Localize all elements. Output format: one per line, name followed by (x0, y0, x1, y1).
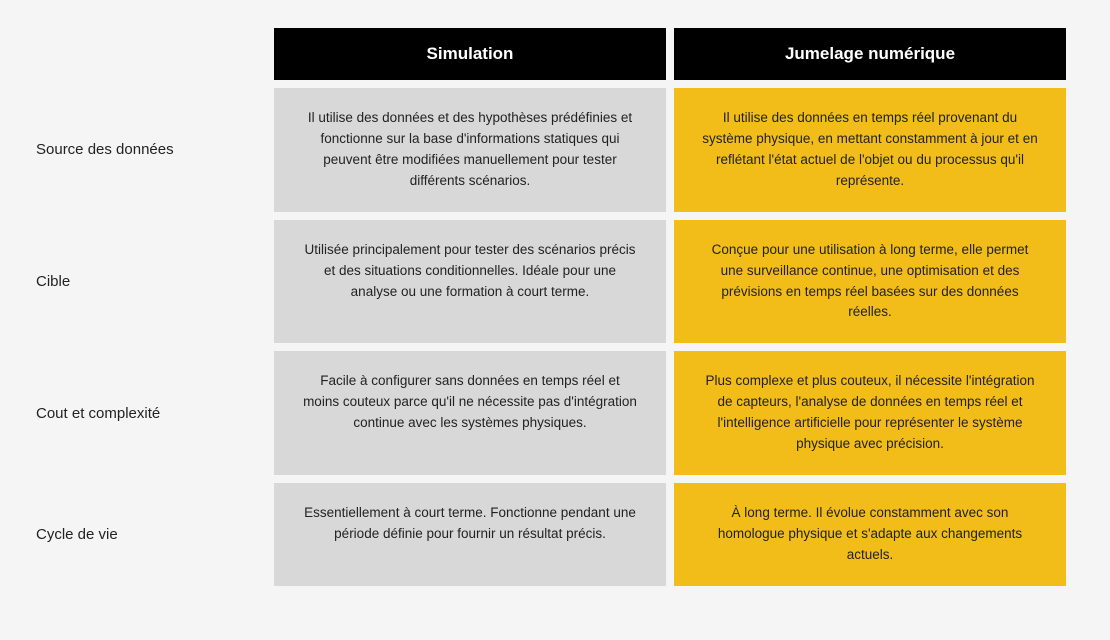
row-label-lifecycle: Cycle de vie (36, 483, 266, 586)
cell-target-twin: Conçue pour une utilisation à long terme… (674, 220, 1066, 344)
comparison-table: Simulation Jumelage numérique Source des… (36, 28, 1074, 586)
cell-cost-twin: Plus complexe et plus couteux, il nécess… (674, 351, 1066, 475)
row-label-target: Cible (36, 220, 266, 344)
cell-lifecycle-twin: À long terme. Il évolue constamment avec… (674, 483, 1066, 586)
cell-cost-sim: Facile à configurer sans données en temp… (274, 351, 666, 475)
col-header-simulation: Simulation (274, 28, 666, 80)
row-label-cost-complexity: Cout et complexité (36, 351, 266, 475)
cell-lifecycle-sim: Essentiellement à court terme. Fonctionn… (274, 483, 666, 586)
row-label-data-source: Source des données (36, 88, 266, 212)
col-header-digital-twin: Jumelage numérique (674, 28, 1066, 80)
table-corner-empty (36, 28, 266, 80)
cell-data-source-twin: Il utilise des données en temps réel pro… (674, 88, 1066, 212)
cell-data-source-sim: Il utilise des données et des hypothèses… (274, 88, 666, 212)
cell-target-sim: Utilisée principalement pour tester des … (274, 220, 666, 344)
